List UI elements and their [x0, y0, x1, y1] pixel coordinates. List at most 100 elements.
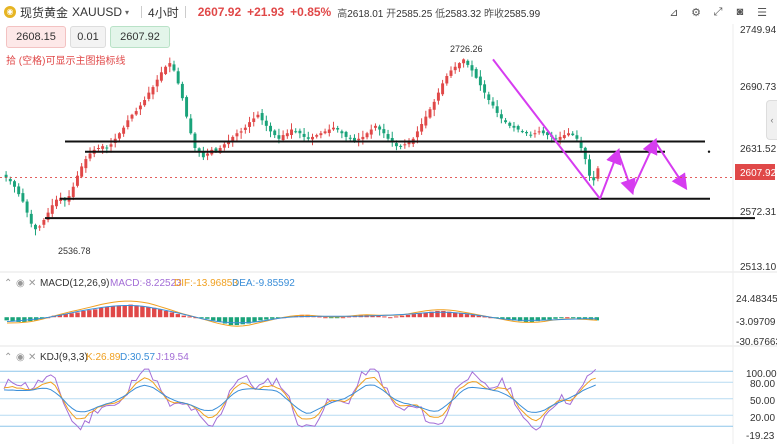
symbol-name[interactable]: 现货黄金: [20, 5, 69, 20]
close-icon[interactable]: ✕: [28, 352, 36, 363]
candle-body: [537, 131, 541, 133]
macd-bar: [181, 315, 186, 318]
macd-bar: [216, 317, 222, 322]
macd-value: MACD:-8.22523: [110, 278, 182, 289]
macd-bar: [258, 317, 263, 321]
macd-bar: [222, 317, 228, 324]
candle-body: [487, 94, 491, 100]
candle-body: [84, 159, 88, 169]
price-tick: 2513.10: [740, 262, 777, 273]
macd-bar: [382, 316, 387, 318]
macd-bar: [500, 317, 505, 319]
candle-body: [378, 126, 382, 130]
macd-bar: [464, 314, 470, 318]
kdj-tick: 80.00: [750, 379, 775, 390]
candle-body: [176, 71, 180, 84]
candle-body: [21, 193, 25, 202]
macd-bar: [187, 316, 192, 318]
candle-body: [386, 134, 390, 139]
kdj-collapse-icon[interactable]: ⌃: [4, 352, 12, 363]
dif-value: DIF:-13.96853: [174, 278, 238, 289]
symbol-code[interactable]: XAUUSD: [72, 5, 123, 19]
candle-body: [218, 148, 222, 153]
macd-tick: -30.67663: [736, 337, 777, 348]
candle-body: [34, 224, 37, 230]
candle-body: [50, 205, 54, 214]
candle-body: [596, 168, 600, 179]
interval-selector[interactable]: 4小时: [148, 5, 179, 20]
menu-icon[interactable]: ☰: [757, 6, 767, 19]
macd-bar: [517, 317, 523, 322]
candle-body: [71, 186, 75, 197]
eye-icon[interactable]: ◉: [16, 352, 25, 363]
indicator-hint: 拾 (空格)可显示主图指标线: [6, 56, 126, 67]
k-value: K:26.89: [86, 352, 121, 363]
kdj-tick: 100.00: [746, 369, 777, 380]
buy-price-button[interactable]: 2607.92: [110, 26, 170, 48]
macd-bar: [110, 306, 116, 318]
macd-bar: [523, 317, 529, 322]
candle-body: [420, 124, 424, 132]
macd-bar: [75, 312, 80, 318]
macd-bar: [393, 316, 399, 318]
macd-bar: [193, 317, 198, 319]
candle-body: [571, 133, 575, 136]
macd-bar: [252, 317, 257, 322]
j-line: [3, 368, 597, 431]
candle-body: [189, 118, 193, 134]
candle-body: [583, 147, 587, 160]
candle-body: [399, 145, 403, 147]
kdj-reference-lines: [0, 370, 733, 427]
eye-icon[interactable]: ◉: [16, 278, 25, 289]
candle-body: [122, 127, 126, 134]
candle-body: [508, 122, 512, 126]
macd-bar: [4, 317, 9, 321]
candle-body: [256, 114, 260, 118]
candle-body: [197, 148, 201, 152]
camera-icon[interactable]: ◙: [736, 6, 744, 18]
macd-bar: [570, 317, 576, 319]
candle-body: [382, 129, 386, 134]
candle-body: [185, 97, 189, 117]
candle-body: [222, 144, 226, 148]
candle-body: [126, 120, 130, 128]
candle-body: [260, 113, 264, 121]
current-price-tag: [735, 164, 775, 180]
candle-body: [46, 212, 50, 220]
candle-body: [499, 114, 503, 119]
chevron-down-icon[interactable]: ▾: [125, 7, 130, 17]
side-panel-tab[interactable]: ‹: [766, 100, 777, 140]
candle-body: [390, 137, 394, 143]
candle-body: [54, 199, 58, 207]
macd-bar: [10, 317, 15, 322]
candle-body: [201, 151, 205, 158]
macd-bar: [340, 317, 346, 319]
candle-body: [8, 178, 12, 182]
settings-icon[interactable]: ⚙: [691, 6, 701, 19]
quantity-input[interactable]: 0.01: [70, 26, 106, 48]
projection-segment: [654, 140, 688, 191]
j-value: J:19.54: [156, 352, 189, 363]
macd-bar: [199, 317, 204, 319]
line-endpoint: [707, 150, 711, 153]
candle-body: [252, 118, 256, 122]
fullscreen-icon[interactable]: ⤢: [713, 5, 723, 18]
macd-collapse-icon[interactable]: ⌃: [4, 278, 12, 289]
candle-body: [357, 138, 361, 141]
close-icon[interactable]: ✕: [28, 278, 36, 289]
indicator-icon[interactable]: ⊿: [669, 6, 679, 19]
sell-price-button[interactable]: 2608.15: [6, 26, 66, 48]
macd-bar: [169, 312, 175, 318]
candle-body: [541, 130, 545, 134]
candle-body: [470, 65, 474, 71]
macd-bar: [140, 306, 145, 318]
candle-body: [302, 133, 306, 137]
macd-bar: [476, 315, 481, 318]
d-value: D:30.57: [120, 352, 155, 363]
macd-bar: [270, 317, 275, 319]
candle-body: [520, 131, 524, 133]
candle-body: [243, 127, 247, 130]
candle-body: [348, 137, 352, 139]
candle-body: [592, 177, 596, 181]
